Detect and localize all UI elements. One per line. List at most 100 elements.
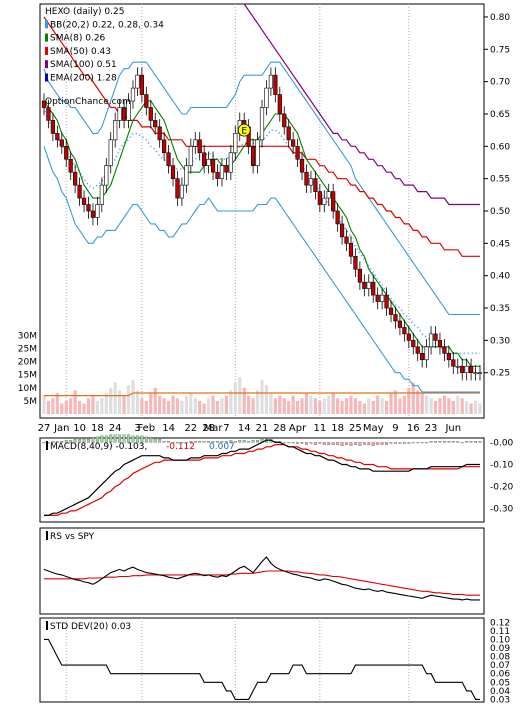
macd-histogram-bar <box>131 435 135 443</box>
volume-bar <box>429 398 433 414</box>
legend-swatch <box>45 73 48 82</box>
volume-bar <box>46 400 51 414</box>
candle-body <box>193 139 198 147</box>
volume-bar <box>233 382 237 414</box>
volume-bar <box>251 398 255 414</box>
volume-bar <box>255 390 260 414</box>
macd-histogram-bar <box>82 438 86 443</box>
candle-body <box>148 107 153 121</box>
volume-bar <box>438 398 442 414</box>
candle-body <box>371 281 376 296</box>
macd-histogram-bar <box>300 442 304 444</box>
x-tick-label: 9 <box>392 423 398 434</box>
x-tick-label: 3 <box>134 423 140 434</box>
price-tick-label: 0.75 <box>490 45 510 55</box>
volume-bar <box>95 400 99 414</box>
macd-histogram-bar <box>407 442 411 444</box>
stddev-tick-label: 0.06 <box>490 670 510 680</box>
volume-bar <box>278 395 282 414</box>
volume-bar <box>247 395 251 414</box>
volume-bar <box>224 395 229 414</box>
x-tick-label: Apr <box>289 423 307 434</box>
price-tick-label: 0.25 <box>490 369 510 379</box>
candle-body <box>86 204 91 212</box>
macd-histogram-bar <box>167 441 171 443</box>
macd-histogram-bar <box>78 438 82 443</box>
macd-histogram-bar <box>309 442 313 444</box>
macd-panel <box>39 437 485 523</box>
event-marker-circle <box>237 123 251 137</box>
volume-bar <box>380 398 384 414</box>
macd-histogram-bar <box>242 440 246 443</box>
volume-bar <box>180 400 184 414</box>
candle-body <box>295 146 300 160</box>
macd-histogram-bar <box>95 436 99 443</box>
candle-body <box>397 320 403 328</box>
volume-bar <box>220 398 224 414</box>
macd-tick-label: -0.10 <box>490 461 514 471</box>
volume-bar <box>362 403 366 414</box>
macd-histogram-bar <box>291 442 295 444</box>
x-tick-label: 21 <box>256 423 269 434</box>
macd-histogram-bar <box>104 435 108 443</box>
candle-body <box>442 346 447 354</box>
volume-bar <box>407 387 411 414</box>
volume-bar <box>340 400 344 414</box>
macd-histogram-bar <box>153 438 157 443</box>
stddev-tick-label: 0.07 <box>490 661 510 671</box>
macd-histogram-bar <box>465 441 469 443</box>
candle-body <box>384 294 389 309</box>
volume-bar <box>384 400 389 414</box>
x-tick-label: 28 <box>273 423 286 434</box>
volume-bar <box>416 390 420 414</box>
macd-histogram-bar <box>353 442 357 445</box>
bb-lower-line <box>43 146 480 393</box>
x-tick-label: Mar <box>204 423 224 434</box>
macd-histogram-bar <box>411 442 415 444</box>
volume-tick-label: 20M <box>18 358 37 368</box>
macd-histogram-bar <box>211 441 215 443</box>
legend-swatch <box>45 46 48 55</box>
macd-histogram-bar <box>251 440 255 443</box>
macd-histogram-bar <box>425 442 429 444</box>
volume-bar <box>42 395 46 414</box>
volume-bar <box>189 393 193 414</box>
macd-histogram-bar <box>189 441 193 443</box>
macd-histogram-bar <box>60 441 64 443</box>
price-tick-label: 0.50 <box>490 207 510 217</box>
x-tick-label: 23 <box>425 423 438 434</box>
candle-body <box>224 165 229 173</box>
x-tick-label: 14 <box>162 423 175 434</box>
macd-signal-value: -0.112 <box>166 442 195 452</box>
macd-histogram-bar <box>367 442 371 445</box>
macd-histogram-bar <box>442 441 446 443</box>
volume-bar <box>131 379 135 414</box>
candle-body <box>95 204 100 218</box>
macd-histogram-bar <box>362 442 366 445</box>
candle-body <box>130 87 136 102</box>
macd-histogram-bar <box>233 441 237 443</box>
volume-bar <box>425 395 429 414</box>
volume-bar <box>442 395 447 414</box>
volume-bar <box>60 403 64 414</box>
volume-bar <box>238 377 242 414</box>
volume-bar <box>260 379 264 414</box>
volume-bar <box>64 400 68 414</box>
volume-bar <box>144 400 148 414</box>
volume-bar <box>344 398 349 414</box>
volume-bar <box>122 395 126 414</box>
candle-body <box>348 243 354 257</box>
stddev-tick-label: 0.09 <box>490 644 510 654</box>
volume-tick-label: 5M <box>24 397 38 407</box>
volume-bar <box>118 390 122 414</box>
volume-bar <box>300 398 304 414</box>
stddev-tick-label: 0.08 <box>490 653 510 663</box>
volume-tick-label: 25M <box>18 344 37 354</box>
volume-bar <box>331 393 335 414</box>
candle-body <box>179 184 185 199</box>
candle-body <box>55 133 60 141</box>
x-tick-label: 25 <box>349 423 362 434</box>
macd-histogram-bar <box>180 442 184 444</box>
volume-bar <box>73 390 77 414</box>
macd-histogram-bar <box>469 441 473 443</box>
